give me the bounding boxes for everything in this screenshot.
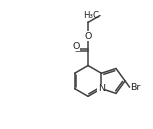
Text: O: O bbox=[84, 32, 92, 41]
Text: H₃C: H₃C bbox=[83, 11, 99, 20]
Text: N: N bbox=[98, 84, 105, 93]
Text: Br: Br bbox=[130, 83, 141, 92]
Text: O: O bbox=[72, 42, 79, 51]
